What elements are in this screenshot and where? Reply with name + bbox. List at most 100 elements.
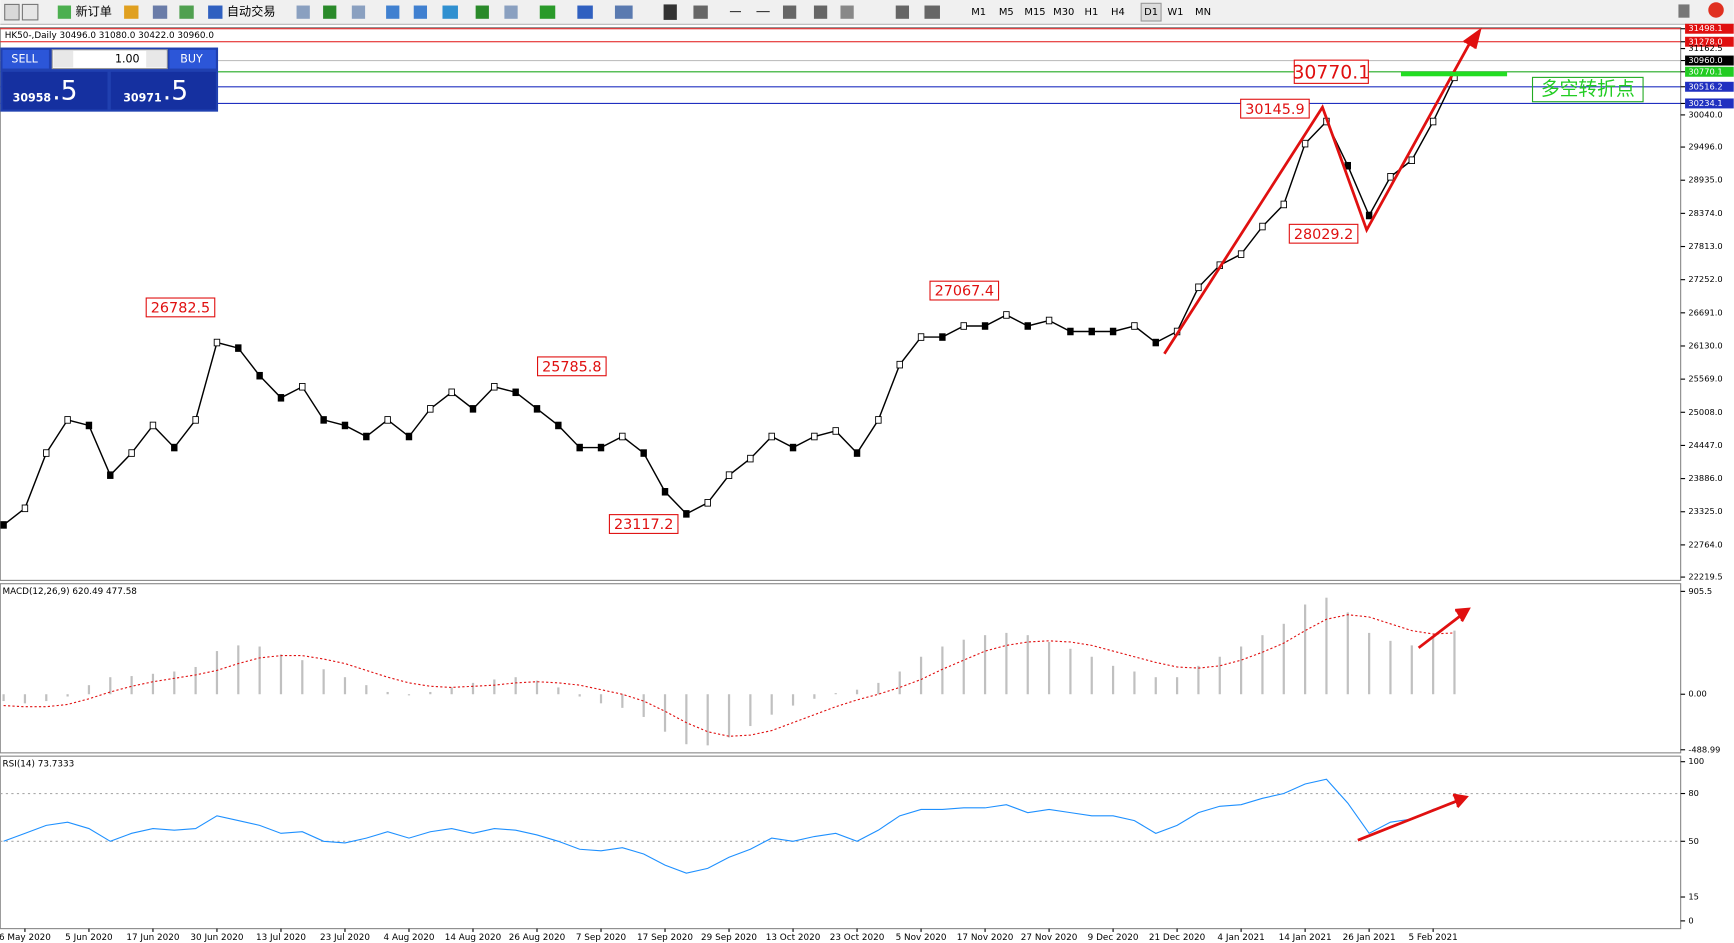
macd-bar — [237, 645, 240, 695]
date-label: 6 May 2020 — [0, 933, 51, 943]
price-tick-label: 28374.0 — [1688, 208, 1722, 218]
price-annotation-box — [145, 297, 216, 318]
macd-signal — [3, 614, 1455, 737]
plot-layer: 31498.131278.031162.530960.030770.130516… — [0, 23, 1734, 943]
timeframe-button[interactable]: M30 — [1053, 7, 1074, 18]
price-point — [384, 416, 391, 424]
macd-bar — [1154, 677, 1157, 695]
macd-bar — [1261, 635, 1264, 695]
timeframe-button[interactable]: H1 — [1085, 7, 1099, 18]
new-order-button[interactable]: 新订单 — [75, 4, 111, 19]
macd-bar — [1133, 671, 1136, 695]
macd-bar — [1218, 656, 1221, 695]
price-point — [0, 521, 7, 529]
timeframe-button[interactable]: M5 — [999, 7, 1014, 18]
price-annotation: 30770.1 — [1292, 62, 1370, 83]
date-label: 27 Nov 2020 — [1021, 933, 1078, 943]
rsi-tick-label: 0 — [1688, 915, 1693, 925]
price-point — [1195, 283, 1202, 292]
price-point — [1003, 311, 1010, 319]
rsi-tick-label: 50 — [1688, 836, 1699, 846]
price-tick-label: 24447.0 — [1688, 440, 1722, 450]
macd-bar — [770, 694, 773, 715]
price-point — [1088, 327, 1095, 336]
sell-label[interactable]: SELL — [11, 53, 38, 66]
price-point — [1408, 156, 1416, 164]
price-point — [149, 421, 157, 430]
price-tick-label: 31162.5 — [1688, 43, 1722, 53]
price-point — [469, 405, 477, 413]
timeframe-button[interactable]: W1 — [1167, 7, 1183, 18]
rsi-tick-label: 15 — [1688, 892, 1699, 902]
timeframe-button[interactable]: MN — [1195, 7, 1211, 18]
date-label: 13 Oct 2020 — [766, 933, 821, 943]
buy-button[interactable] — [169, 49, 216, 69]
price-point — [597, 443, 605, 452]
date-label: 5 Jun 2020 — [65, 933, 113, 943]
price-annotation: 23117.2 — [614, 517, 673, 533]
price-tick-bg — [1685, 66, 1734, 77]
ask-main[interactable]: 30971 — [123, 91, 161, 104]
price-point — [853, 449, 861, 457]
timeframe-button[interactable]: M1 — [971, 7, 986, 18]
date-label: 5 Nov 2020 — [896, 933, 947, 943]
timeframe-button[interactable]: D1 — [1144, 7, 1158, 18]
date-label: 29 Sep 2020 — [701, 933, 757, 943]
ask-frac[interactable]: .5 — [163, 75, 188, 106]
macd-bar — [493, 679, 496, 695]
sell-button[interactable] — [2, 49, 49, 69]
volume-input[interactable] — [51, 49, 168, 70]
rsi-label: RSI(14) 73.7333 — [2, 759, 74, 769]
price-point — [363, 432, 370, 441]
buy-label[interactable]: BUY — [180, 53, 203, 66]
price-point — [875, 416, 882, 424]
price-point — [768, 432, 775, 441]
bid-main[interactable]: 30958 — [13, 91, 51, 104]
macd-bar — [471, 682, 475, 695]
price-point — [533, 405, 541, 413]
macd-bar — [685, 694, 688, 745]
macd-bar — [663, 694, 667, 732]
price-point — [128, 449, 135, 457]
bid-frac[interactable]: .5 — [52, 75, 77, 106]
auto-trading-button[interactable]: 自动交易 — [227, 4, 276, 19]
price-point — [21, 504, 29, 513]
price-point — [1109, 327, 1117, 336]
date-label: 4 Jan 2021 — [1217, 933, 1264, 943]
price-point — [235, 344, 242, 352]
price-annotation-box — [608, 514, 679, 534]
toolbar — [0, 0, 1734, 25]
date-label: 23 Oct 2020 — [830, 933, 885, 943]
macd-bar — [365, 685, 368, 695]
date-label: 17 Jun 2020 — [126, 933, 179, 943]
date-label: 26 Aug 2020 — [509, 933, 566, 943]
price-tick-label: 27252.0 — [1688, 274, 1722, 284]
price-point — [1152, 338, 1159, 347]
timeframe-button[interactable]: M15 — [1024, 7, 1045, 18]
macd-bar — [1410, 645, 1413, 695]
macd-bar — [599, 694, 603, 704]
macd-bar — [962, 639, 965, 695]
price-point — [917, 333, 925, 341]
macd-bar — [727, 694, 731, 738]
price-point — [1301, 139, 1309, 148]
price-point — [640, 449, 647, 457]
price-tick-bg — [1685, 55, 1734, 66]
timeframe-button[interactable]: H4 — [1111, 7, 1125, 18]
price-point — [107, 471, 114, 479]
price-tick-label: 30770.1 — [1688, 66, 1722, 76]
price-point — [1024, 322, 1031, 330]
price-point — [427, 405, 434, 413]
macd-bar — [834, 693, 837, 695]
trend-arrows — [1163, 27, 1482, 842]
price-point — [661, 488, 669, 496]
rsi-tick-label: 100 — [1688, 756, 1704, 766]
price-pane — [0, 27, 1682, 581]
price-point — [811, 432, 818, 441]
macd-bar — [1282, 623, 1285, 695]
macd-bar — [322, 669, 325, 695]
price-tick-label: 23325.0 — [1688, 506, 1722, 516]
macd-bar — [1346, 612, 1349, 695]
volume-value[interactable]: 1.00 — [115, 53, 140, 66]
macd-bar — [2, 694, 5, 702]
